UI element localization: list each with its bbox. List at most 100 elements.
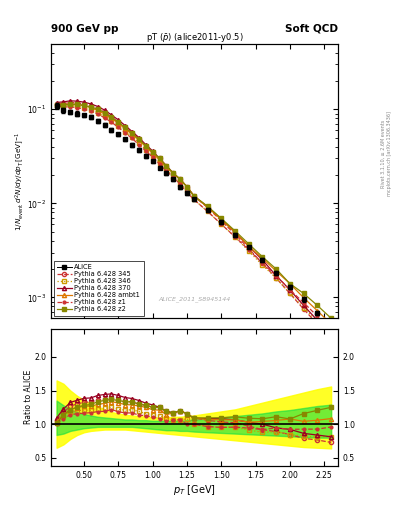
Pythia 6.428 z1 bbox=[123, 130, 128, 136]
Pythia 6.428 345 bbox=[137, 136, 141, 142]
Pythia 6.428 370 bbox=[301, 303, 306, 309]
Pythia 6.428 346 bbox=[82, 104, 86, 111]
Pythia 6.428 z2 bbox=[150, 149, 155, 155]
Pythia 6.428 z2 bbox=[301, 290, 306, 296]
Pythia 6.428 z1 bbox=[178, 181, 182, 187]
Pythia 6.428 ambt1 bbox=[123, 126, 128, 132]
Pythia 6.428 370 bbox=[150, 148, 155, 154]
Pythia 6.428 370 bbox=[185, 184, 189, 190]
Pythia 6.428 z2 bbox=[164, 163, 169, 169]
Pythia 6.428 z2 bbox=[191, 193, 196, 199]
Pythia 6.428 346 bbox=[164, 166, 169, 173]
Pythia 6.428 346 bbox=[274, 275, 279, 281]
Pythia 6.428 z1 bbox=[150, 154, 155, 160]
Pythia 6.428 ambt1 bbox=[301, 295, 306, 301]
Pythia 6.428 z1 bbox=[288, 287, 292, 293]
Pythia 6.428 345 bbox=[157, 155, 162, 161]
Pythia 6.428 345 bbox=[260, 260, 265, 266]
Pythia 6.428 345 bbox=[130, 130, 134, 136]
Text: 900 GeV pp: 900 GeV pp bbox=[51, 24, 119, 34]
Pythia 6.428 346 bbox=[178, 181, 182, 187]
Pythia 6.428 346 bbox=[68, 102, 73, 109]
Pythia 6.428 370 bbox=[171, 170, 176, 176]
X-axis label: $p_T$ [GeV]: $p_T$ [GeV] bbox=[173, 482, 216, 497]
Pythia 6.428 z1 bbox=[329, 326, 334, 332]
Pythia 6.428 370 bbox=[137, 135, 141, 141]
Legend: ALICE, Pythia 6.428 345, Pythia 6.428 346, Pythia 6.428 370, Pythia 6.428 ambt1,: ALICE, Pythia 6.428 345, Pythia 6.428 34… bbox=[54, 261, 143, 315]
Pythia 6.428 346 bbox=[61, 102, 66, 109]
Pythia 6.428 345 bbox=[315, 321, 320, 327]
Pythia 6.428 346 bbox=[219, 221, 224, 227]
Pythia 6.428 346 bbox=[171, 174, 176, 180]
Pythia 6.428 ambt1 bbox=[109, 115, 114, 121]
Pythia 6.428 370 bbox=[54, 99, 59, 105]
Pythia 6.428 z1 bbox=[233, 234, 237, 240]
Pythia 6.428 z1 bbox=[205, 208, 210, 215]
Pythia 6.428 ambt1 bbox=[95, 108, 100, 114]
Pythia 6.428 z2 bbox=[219, 216, 224, 222]
Pythia 6.428 345 bbox=[205, 205, 210, 211]
Pythia 6.428 345 bbox=[164, 163, 169, 169]
Pythia 6.428 z1 bbox=[116, 124, 121, 131]
Pythia 6.428 z2 bbox=[102, 110, 107, 116]
Pythia 6.428 ambt1 bbox=[68, 101, 73, 108]
Pythia 6.428 345 bbox=[301, 306, 306, 312]
Pythia 6.428 z2 bbox=[61, 102, 66, 108]
Pythia 6.428 ambt1 bbox=[233, 229, 237, 236]
Pythia 6.428 345 bbox=[95, 105, 100, 112]
Pythia 6.428 ambt1 bbox=[178, 176, 182, 182]
Pythia 6.428 z2 bbox=[233, 228, 237, 234]
Pythia 6.428 z2 bbox=[143, 143, 148, 149]
Pythia 6.428 345 bbox=[143, 143, 148, 149]
Title: pT ($\bar{p}$) (alice2011-y0.5): pT ($\bar{p}$) (alice2011-y0.5) bbox=[146, 31, 243, 44]
Pythia 6.428 ambt1 bbox=[82, 103, 86, 109]
Pythia 6.428 345 bbox=[150, 149, 155, 155]
Pythia 6.428 370 bbox=[164, 163, 169, 169]
Pythia 6.428 370 bbox=[191, 193, 196, 199]
Pythia 6.428 370 bbox=[233, 229, 237, 236]
Pythia 6.428 ambt1 bbox=[116, 120, 121, 126]
Pythia 6.428 z2 bbox=[109, 114, 114, 120]
Pythia 6.428 346 bbox=[185, 186, 189, 193]
Pythia 6.428 ambt1 bbox=[260, 255, 265, 262]
Pythia 6.428 370 bbox=[88, 101, 93, 107]
Pythia 6.428 345 bbox=[219, 218, 224, 224]
Pythia 6.428 ambt1 bbox=[315, 308, 320, 314]
Pythia 6.428 z1 bbox=[315, 313, 320, 319]
Line: Pythia 6.428 370: Pythia 6.428 370 bbox=[55, 99, 333, 338]
Pythia 6.428 370 bbox=[116, 117, 121, 123]
Pythia 6.428 z2 bbox=[88, 104, 93, 110]
Pythia 6.428 ambt1 bbox=[88, 104, 93, 111]
Pythia 6.428 346 bbox=[109, 118, 114, 124]
Pythia 6.428 ambt1 bbox=[75, 101, 79, 108]
Pythia 6.428 370 bbox=[178, 176, 182, 182]
Pythia 6.428 346 bbox=[137, 140, 141, 146]
Pythia 6.428 z1 bbox=[130, 135, 134, 141]
Pythia 6.428 ambt1 bbox=[130, 132, 134, 138]
Line: Pythia 6.428 z2: Pythia 6.428 z2 bbox=[55, 102, 333, 321]
Pythia 6.428 345 bbox=[54, 100, 59, 106]
Pythia 6.428 345 bbox=[82, 101, 86, 107]
Pythia 6.428 370 bbox=[123, 122, 128, 129]
Pythia 6.428 z1 bbox=[109, 119, 114, 125]
Pythia 6.428 345 bbox=[246, 246, 251, 252]
Pythia 6.428 ambt1 bbox=[171, 170, 176, 176]
Pythia 6.428 346 bbox=[143, 147, 148, 153]
Line: Pythia 6.428 345: Pythia 6.428 345 bbox=[55, 100, 333, 343]
Pythia 6.428 ambt1 bbox=[137, 137, 141, 143]
Pythia 6.428 z2 bbox=[315, 303, 320, 309]
Pythia 6.428 370 bbox=[61, 99, 66, 105]
Pythia 6.428 ambt1 bbox=[164, 164, 169, 170]
Line: Pythia 6.428 z1: Pythia 6.428 z1 bbox=[54, 103, 334, 332]
Pythia 6.428 z2 bbox=[82, 102, 86, 109]
Pythia 6.428 z2 bbox=[95, 106, 100, 112]
Pythia 6.428 z1 bbox=[95, 111, 100, 117]
Pythia 6.428 z1 bbox=[61, 104, 66, 110]
Pythia 6.428 370 bbox=[246, 243, 251, 249]
Pythia 6.428 370 bbox=[288, 287, 292, 293]
Pythia 6.428 345 bbox=[185, 184, 189, 190]
Pythia 6.428 z1 bbox=[246, 247, 251, 253]
Pythia 6.428 345 bbox=[68, 99, 73, 105]
Pythia 6.428 370 bbox=[315, 317, 320, 324]
Pythia 6.428 346 bbox=[205, 208, 210, 215]
